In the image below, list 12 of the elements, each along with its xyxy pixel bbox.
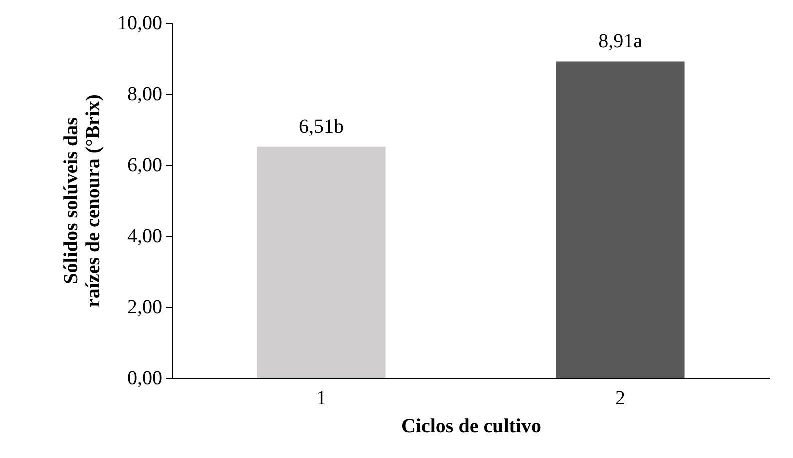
x-tick-label: 1 — [316, 388, 326, 410]
y-tick-label: 0,00 — [128, 368, 162, 390]
data-label: 6,51b — [299, 116, 344, 138]
y-tick-label: 2,00 — [128, 296, 162, 318]
y-tick-label: 4,00 — [128, 226, 162, 248]
y-axis-title: Sólidos solúveis das raízes de cenoura (°Brix) — [60, 94, 104, 308]
data-label: 8,91a — [598, 30, 643, 53]
x-tick-label: 2 — [616, 388, 626, 410]
y-tick-label: 6,00 — [128, 154, 162, 176]
x-axis-title: Ciclos de cultivo — [402, 416, 542, 438]
y-tick-label: 10,00 — [118, 12, 162, 34]
y-tick-label: 8,00 — [128, 84, 162, 106]
